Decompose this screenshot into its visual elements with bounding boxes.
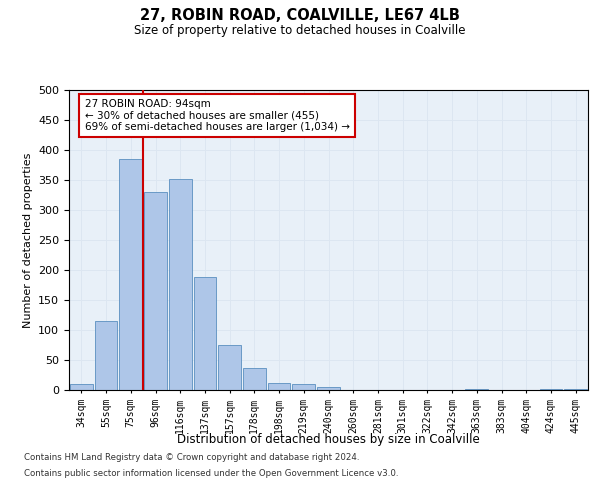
Bar: [564, 389, 587, 390]
Text: Contains HM Land Registry data © Crown copyright and database right 2024.: Contains HM Land Registry data © Crown c…: [24, 454, 359, 462]
Bar: [194, 277, 216, 390]
Text: Contains public sector information licensed under the Open Government Licence v3: Contains public sector information licen…: [24, 468, 398, 477]
Bar: [317, 387, 340, 390]
Bar: [292, 384, 315, 390]
Bar: [218, 345, 241, 390]
Bar: [95, 321, 118, 390]
Bar: [243, 368, 266, 390]
Text: 27 ROBIN ROAD: 94sqm
← 30% of detached houses are smaller (455)
69% of semi-deta: 27 ROBIN ROAD: 94sqm ← 30% of detached h…: [85, 99, 350, 132]
Text: Distribution of detached houses by size in Coalville: Distribution of detached houses by size …: [178, 432, 480, 446]
Text: Size of property relative to detached houses in Coalville: Size of property relative to detached ho…: [134, 24, 466, 37]
Bar: [169, 179, 191, 390]
Bar: [539, 389, 562, 390]
Bar: [119, 159, 142, 390]
Y-axis label: Number of detached properties: Number of detached properties: [23, 152, 32, 328]
Bar: [70, 384, 93, 390]
Bar: [268, 383, 290, 390]
Bar: [466, 389, 488, 390]
Bar: [144, 192, 167, 390]
Text: 27, ROBIN ROAD, COALVILLE, LE67 4LB: 27, ROBIN ROAD, COALVILLE, LE67 4LB: [140, 8, 460, 22]
